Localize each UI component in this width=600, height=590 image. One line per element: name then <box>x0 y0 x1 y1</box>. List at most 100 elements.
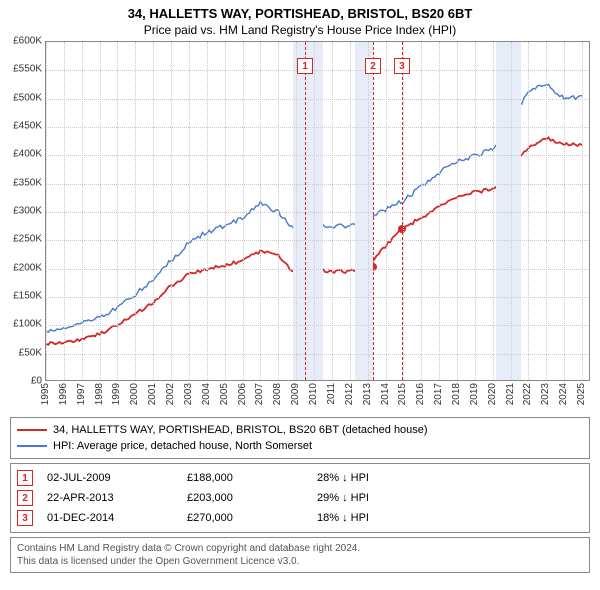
grid-h <box>46 269 589 270</box>
grid-v <box>564 42 565 380</box>
grid-h <box>46 212 589 213</box>
grid-v <box>403 42 404 380</box>
x-axis-label: 2001 <box>147 383 158 405</box>
sale-marker-box: 1 <box>297 58 313 74</box>
grid-h <box>46 99 589 100</box>
y-axis-label: £300K <box>0 206 42 217</box>
x-axis-label: 2023 <box>540 383 551 405</box>
sales-row: 301-DEC-2014£270,00018% ↓ HPI <box>17 508 583 528</box>
sales-date: 02-JUL-2009 <box>47 468 187 488</box>
x-axis-label: 1995 <box>40 383 51 405</box>
grid-h <box>46 155 589 156</box>
grid-v <box>243 42 244 380</box>
y-axis-label: £50K <box>0 347 42 358</box>
grid-v <box>546 42 547 380</box>
legend-swatch <box>17 429 47 431</box>
grid-v <box>314 42 315 380</box>
x-axis-label: 2006 <box>237 383 248 405</box>
grid-v <box>439 42 440 380</box>
sales-price: £270,000 <box>187 508 317 528</box>
sales-idx-box: 2 <box>17 490 33 506</box>
sales-row: 102-JUL-2009£188,00028% ↓ HPI <box>17 468 583 488</box>
grid-v <box>511 42 512 380</box>
sale-marker-line <box>305 42 306 380</box>
sale-marker-box: 2 <box>365 58 381 74</box>
y-axis-label: £450K <box>0 121 42 132</box>
x-axis-label: 2010 <box>308 383 319 405</box>
grid-v <box>135 42 136 380</box>
y-axis-label: £0 <box>0 376 42 387</box>
x-axis-label: 2024 <box>558 383 569 405</box>
grid-v <box>582 42 583 380</box>
grid-v <box>296 42 297 380</box>
y-axis-label: £500K <box>0 92 42 103</box>
y-axis-label: £400K <box>0 149 42 160</box>
sale-marker-box: 3 <box>394 58 410 74</box>
grid-v <box>350 42 351 380</box>
sales-idx-cell: 1 <box>17 470 47 486</box>
grid-v <box>117 42 118 380</box>
y-axis-label: £600K <box>0 36 42 47</box>
chart-area: 123 £0£50K£100K£150K£200K£250K£300K£350K… <box>0 41 600 411</box>
grid-v <box>368 42 369 380</box>
sales-price: £188,000 <box>187 468 317 488</box>
sales-diff: 28% ↓ HPI <box>317 468 583 488</box>
grid-v <box>189 42 190 380</box>
legend-box: 34, HALLETTS WAY, PORTISHEAD, BRISTOL, B… <box>10 417 590 459</box>
grid-h <box>46 70 589 71</box>
grid-v <box>475 42 476 380</box>
x-axis-label: 2018 <box>451 383 462 405</box>
sales-price: £203,000 <box>187 488 317 508</box>
x-axis-label: 2013 <box>362 383 373 405</box>
x-axis-label: 2016 <box>415 383 426 405</box>
sales-diff: 18% ↓ HPI <box>317 508 583 528</box>
y-axis-label: £200K <box>0 262 42 273</box>
sales-idx-box: 3 <box>17 510 33 526</box>
legend-row: HPI: Average price, detached house, Nort… <box>17 438 583 454</box>
recession-band <box>496 42 521 380</box>
grid-v <box>528 42 529 380</box>
x-axis-label: 2009 <box>290 383 301 405</box>
attribution-box: Contains HM Land Registry data © Crown c… <box>10 537 590 573</box>
sale-marker-line <box>373 42 374 380</box>
x-axis-label: 2019 <box>469 383 480 405</box>
x-axis-label: 2007 <box>254 383 265 405</box>
grid-v <box>153 42 154 380</box>
x-axis-label: 2011 <box>326 383 337 405</box>
x-axis-label: 2003 <box>183 383 194 405</box>
y-axis-label: £350K <box>0 177 42 188</box>
grid-h <box>46 127 589 128</box>
grid-v <box>64 42 65 380</box>
grid-v <box>46 42 47 380</box>
x-axis-label: 2012 <box>344 383 355 405</box>
sales-idx-cell: 2 <box>17 490 47 506</box>
y-axis-label: £100K <box>0 319 42 330</box>
grid-v <box>82 42 83 380</box>
x-axis-label: 2014 <box>380 383 391 405</box>
legend-label: HPI: Average price, detached house, Nort… <box>53 438 312 454</box>
chart-plot-area: 1 23 <box>45 41 590 381</box>
x-axis-label: 2021 <box>505 383 516 405</box>
x-axis-label: 2022 <box>522 383 533 405</box>
x-axis-label: 2005 <box>219 383 230 405</box>
recession-band <box>355 42 373 380</box>
sales-diff: 29% ↓ HPI <box>317 488 583 508</box>
grid-v <box>421 42 422 380</box>
grid-v <box>493 42 494 380</box>
attribution-line-2: This data is licensed under the Open Gov… <box>17 555 583 568</box>
legend-row: 34, HALLETTS WAY, PORTISHEAD, BRISTOL, B… <box>17 422 583 438</box>
x-axis-label: 1996 <box>58 383 69 405</box>
x-axis-label: 2008 <box>272 383 283 405</box>
grid-v <box>332 42 333 380</box>
legend-label: 34, HALLETTS WAY, PORTISHEAD, BRISTOL, B… <box>53 422 428 438</box>
x-axis-label: 1998 <box>94 383 105 405</box>
legend-swatch <box>17 445 47 447</box>
grid-v <box>225 42 226 380</box>
x-axis-label: 2025 <box>576 383 587 405</box>
page-subtitle: Price paid vs. HM Land Registry's House … <box>0 21 600 41</box>
x-axis-label: 2004 <box>201 383 212 405</box>
grid-h <box>46 240 589 241</box>
grid-h <box>46 184 589 185</box>
sales-table: 102-JUL-2009£188,00028% ↓ HPI222-APR-201… <box>10 463 590 533</box>
x-axis-label: 2000 <box>129 383 140 405</box>
